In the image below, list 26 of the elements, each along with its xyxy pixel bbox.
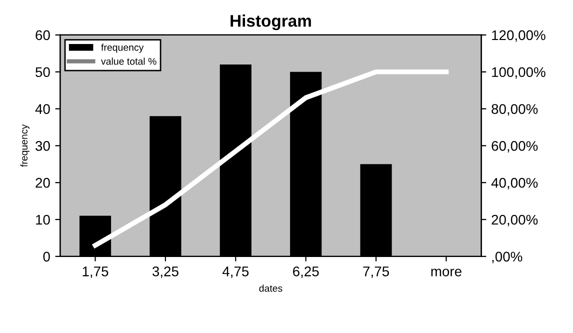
x-tick-label: 4,75 (222, 266, 249, 278)
line-series (92, 69, 449, 248)
text: value total % (101, 58, 156, 65)
x-axis-title: dates (259, 284, 282, 292)
y-tick-label: 0 (43, 252, 50, 262)
y-tick-label: 50 (36, 67, 50, 78)
y2-tick-label: 80,00% (492, 104, 538, 116)
chart-title: Histogram (230, 14, 311, 30)
legend-label: frequency (101, 44, 144, 53)
y-tick-label: 60 (36, 30, 50, 40)
y-tick-label: 30 (36, 141, 50, 151)
y2-tick-label: ,00% (492, 252, 522, 264)
y2-tick-label: 60,00% (492, 141, 538, 152)
y2-tick-label: 40,00% (491, 178, 538, 190)
y2-tick-label: 20,00% (492, 214, 538, 226)
x-tick-label: 3,25 (152, 266, 178, 278)
y-tick-label: 40 (35, 104, 50, 114)
y2-tick-label: 120,00% (492, 30, 546, 42)
y2-tick-label: 100,00% (492, 67, 546, 79)
y-tick-label: 20 (36, 178, 50, 188)
x-tick-label: more (431, 268, 462, 276)
x-tick-label: 6,25 (293, 266, 319, 278)
y-axis-title: frequency (20, 124, 30, 167)
x-tick-label: 7,75 (363, 266, 389, 278)
x-tick-label: 1,75 (82, 266, 108, 278)
y-tick-label: 10 (36, 214, 50, 225)
